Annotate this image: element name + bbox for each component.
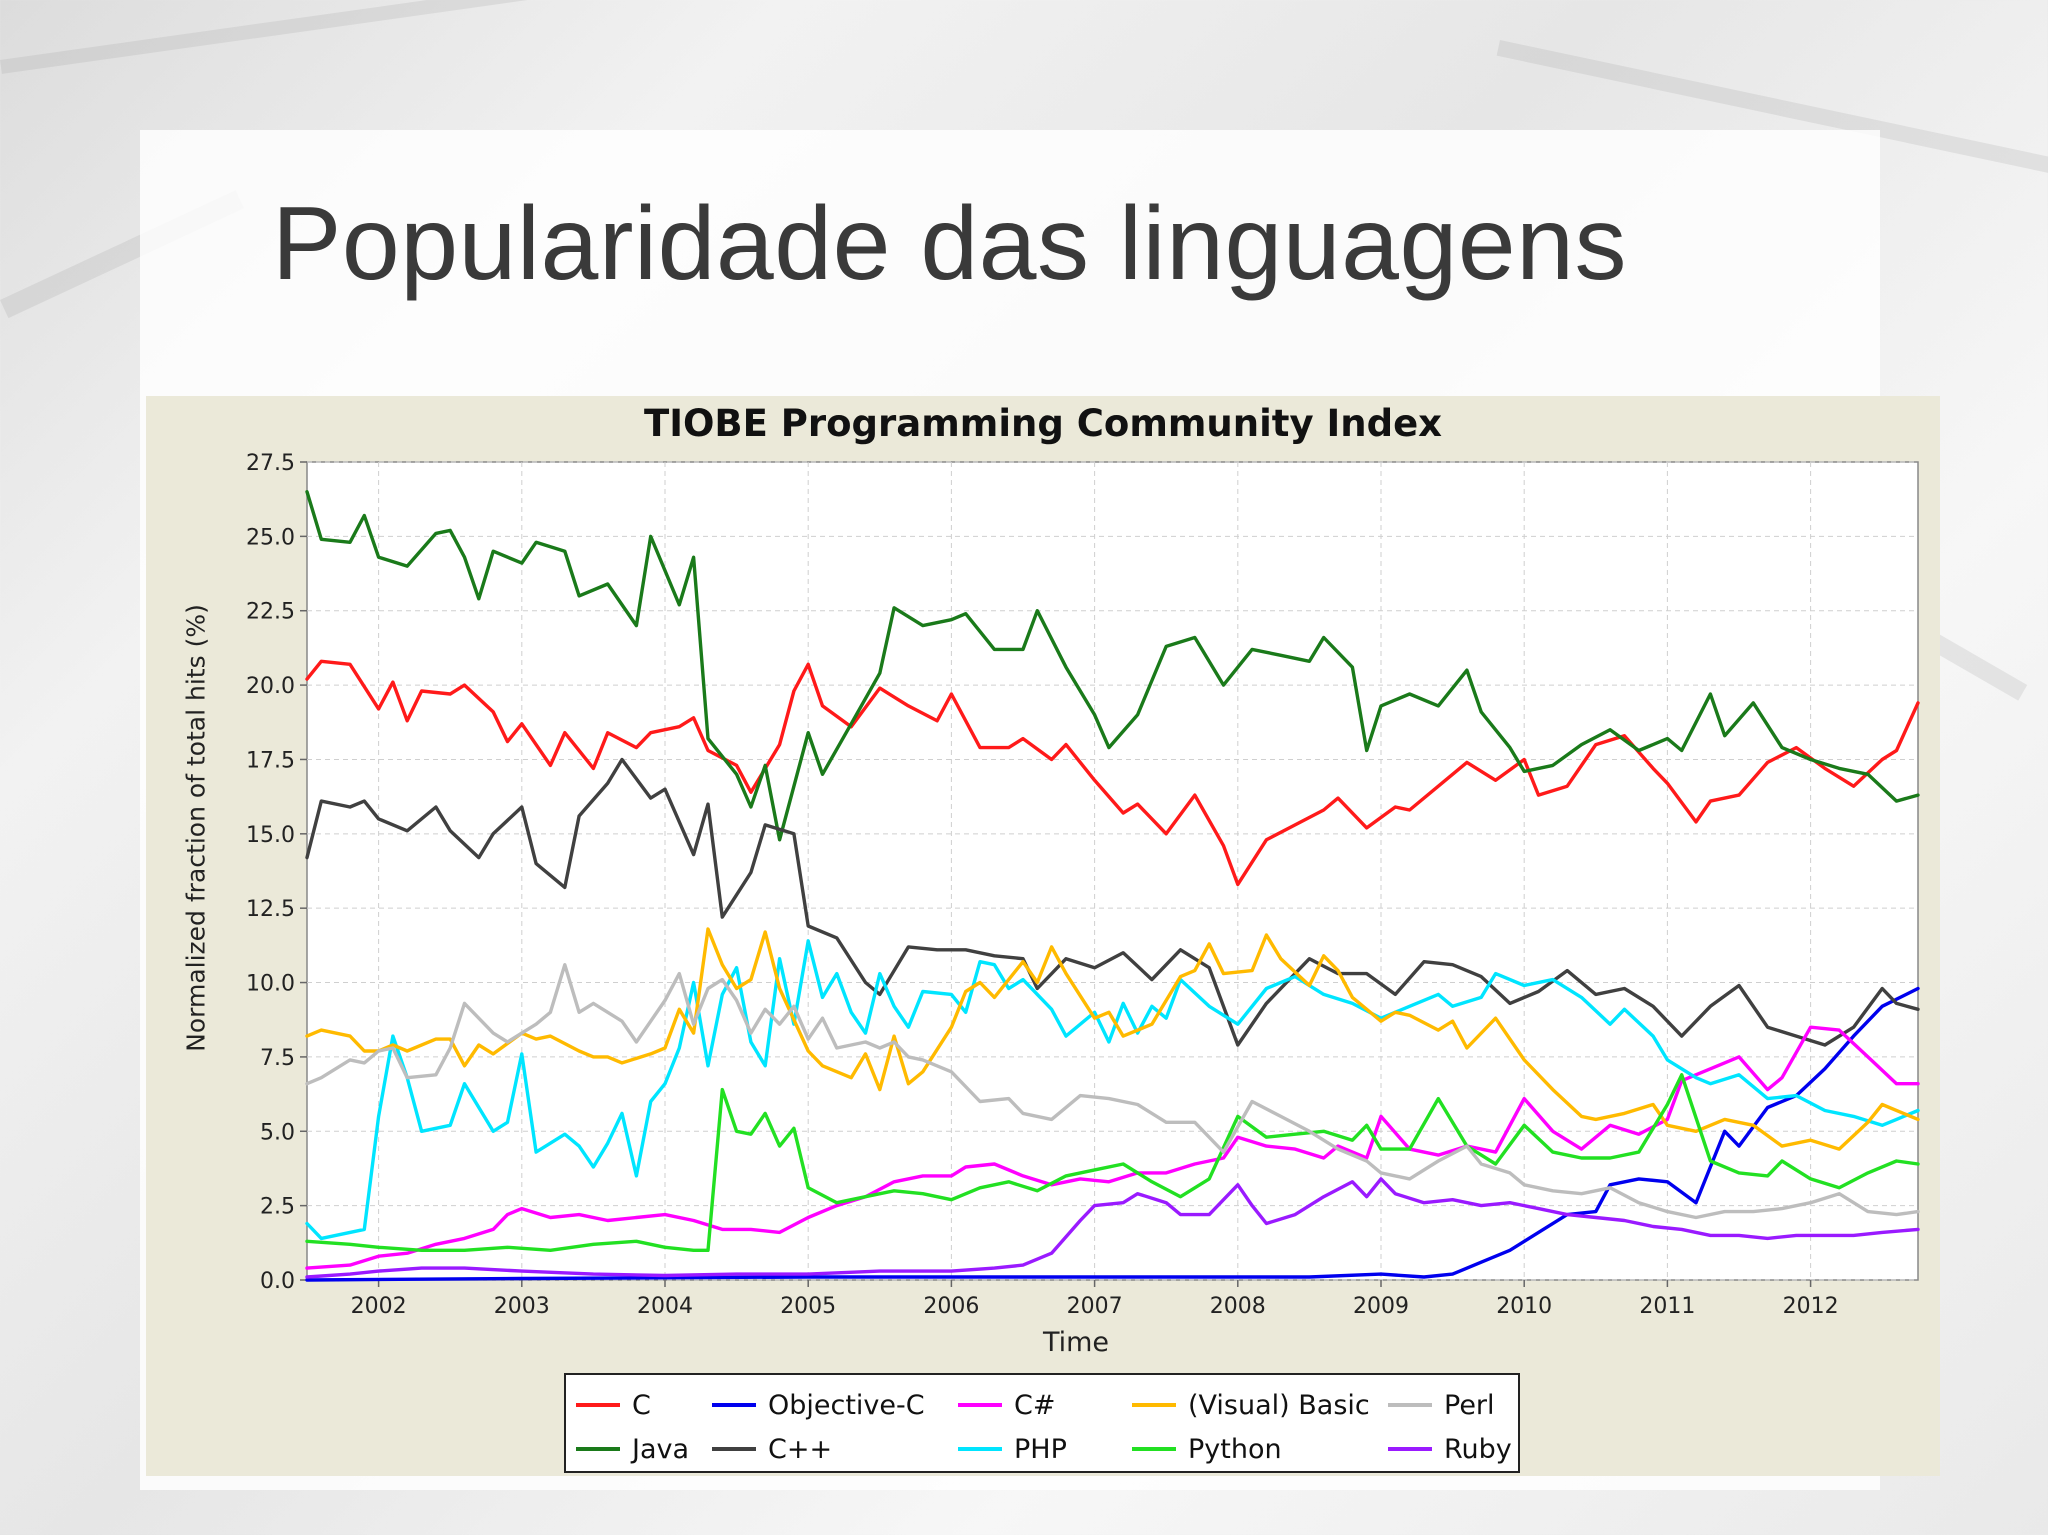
series-line-java: [305, 490, 1920, 842]
slide-title: Popularidade das linguagens: [272, 186, 1627, 302]
legend-swatch: [1388, 1403, 1432, 1407]
legend-item: (Visual) Basic: [1132, 1385, 1370, 1425]
y-tick-label: 27.5: [246, 451, 295, 476]
y-tick-label: 5.0: [260, 1120, 295, 1145]
legend-item: PHP: [958, 1429, 1067, 1469]
x-tick-label: 2006: [923, 1294, 979, 1319]
legend-label: C++: [768, 1433, 833, 1465]
y-tick-label: 2.5: [260, 1195, 295, 1220]
series-line-visual-basic: [305, 927, 1920, 1151]
legend-swatch: [576, 1403, 620, 1407]
x-tick-label: 2010: [1496, 1294, 1552, 1319]
y-tick-label: 15.0: [246, 823, 295, 848]
legend-label: Ruby: [1444, 1433, 1512, 1465]
x-tick-label: 2007: [1067, 1294, 1123, 1319]
chart-title: TIOBE Programming Community Index: [643, 402, 1443, 445]
legend-label: Objective-C: [768, 1389, 925, 1421]
y-tick-label: 22.5: [246, 600, 295, 625]
legend-swatch: [576, 1447, 620, 1451]
plot-area: [306, 461, 1919, 1281]
legend-swatch: [958, 1447, 1002, 1451]
x-tick-label: 2009: [1353, 1294, 1409, 1319]
y-tick-label: 10.0: [246, 972, 295, 997]
legend-label: (Visual) Basic: [1188, 1389, 1370, 1421]
legend-label: PHP: [1014, 1433, 1067, 1465]
legend-label: Java: [632, 1433, 690, 1465]
series-line-python: [305, 1073, 1920, 1252]
series-lines: [305, 490, 1920, 1282]
legend-item: Python: [1132, 1429, 1282, 1469]
legend-item: C++: [712, 1429, 832, 1469]
legend-label: Perl: [1444, 1389, 1495, 1421]
legend-item: Perl: [1388, 1385, 1495, 1425]
legend-item: Objective-C: [712, 1385, 925, 1425]
legend-item: Ruby: [1388, 1429, 1512, 1469]
x-tick-label: 2002: [351, 1294, 407, 1319]
y-axis-label: Normalized fraction of total hits (%): [181, 604, 211, 1052]
legend-swatch: [958, 1403, 1002, 1407]
y-tick-label: 0.0: [260, 1269, 295, 1294]
legend-swatch: [1132, 1447, 1176, 1451]
x-tick-label: 2011: [1639, 1294, 1695, 1319]
y-tick-label: 25.0: [246, 525, 295, 550]
legend-swatch: [712, 1403, 756, 1407]
legend-item: C: [576, 1385, 651, 1425]
x-tick-label: 2004: [637, 1294, 693, 1319]
legend-label: Python: [1188, 1433, 1282, 1465]
legend-swatch: [1388, 1447, 1432, 1451]
series-line-perl: [305, 963, 1920, 1220]
chart-legend: C Objective-C C# (Visual) Basic Perl Java C++ P…: [564, 1373, 1520, 1473]
legend-swatch: [712, 1447, 756, 1451]
legend-item: C#: [958, 1385, 1055, 1425]
legend-item: Java: [576, 1429, 689, 1469]
y-tick-label: 7.5: [260, 1046, 295, 1071]
x-tick-label: 2008: [1210, 1294, 1266, 1319]
y-tick-label: 20.0: [246, 674, 295, 699]
legend-label: C#: [1014, 1389, 1056, 1421]
x-tick-label: 2005: [780, 1294, 836, 1319]
series-line-ruby: [305, 1177, 1920, 1279]
axes: 0.0 2.5 5.0 7.5 10.0 12.5 15.0 17.5 20.0 22.5 25.0…: [246, 451, 1839, 1319]
x-tick-label: 2012: [1783, 1294, 1839, 1319]
y-tick-label: 17.5: [246, 748, 295, 773]
x-axis-label: Time: [1042, 1327, 1109, 1358]
legend-swatch: [1132, 1403, 1176, 1407]
y-tick-label: 12.5: [246, 897, 295, 922]
x-tick-label: 2003: [494, 1294, 550, 1319]
legend-label: C: [632, 1389, 651, 1421]
